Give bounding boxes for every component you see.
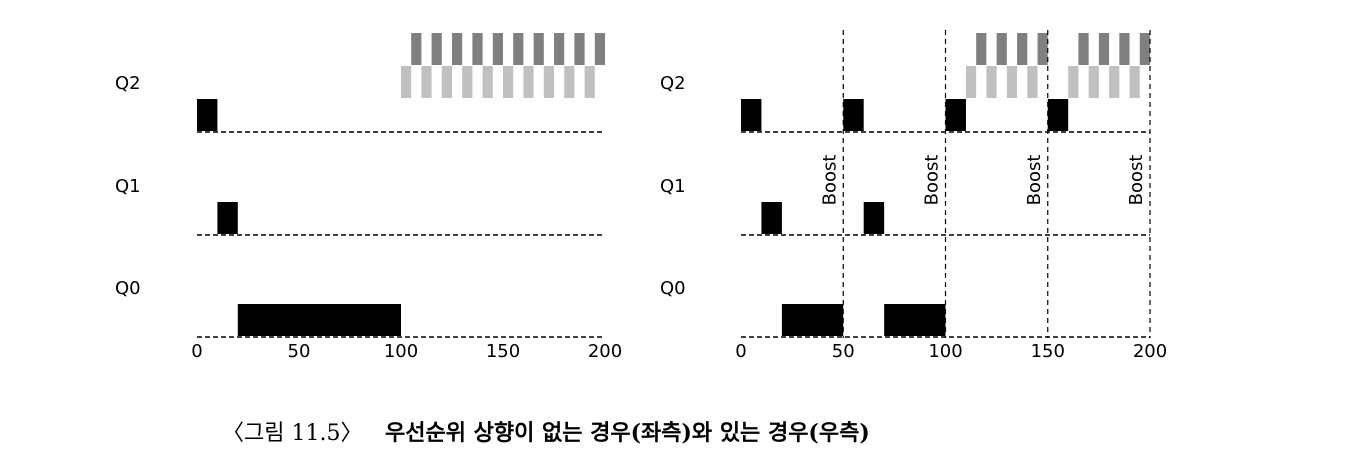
boost-label: Boost <box>819 155 840 206</box>
job-slice <box>741 99 762 131</box>
job-slice <box>1119 33 1130 65</box>
x-tick-label: 150 <box>1031 341 1065 362</box>
job-slice <box>411 33 422 65</box>
job-slice <box>217 202 238 234</box>
job-slice <box>1088 66 1099 98</box>
job-slice <box>564 66 575 98</box>
job-slice <box>472 33 483 65</box>
job-slice <box>584 66 595 98</box>
job-slice <box>863 202 885 234</box>
job-slice <box>401 66 412 98</box>
boost-label: Boost <box>1024 155 1045 206</box>
job-slice <box>781 304 844 336</box>
row-label: Q0 <box>660 278 686 299</box>
job-slice <box>1129 66 1140 98</box>
job-slice <box>1139 33 1150 65</box>
row-label: Q0 <box>115 278 141 299</box>
job-slice <box>1027 66 1038 98</box>
job-slice <box>523 66 534 98</box>
x-tick-label: 150 <box>486 341 520 362</box>
x-tick-label: 200 <box>1133 341 1167 362</box>
job-slice <box>976 33 987 65</box>
job-slice <box>1017 33 1028 65</box>
job-slice <box>441 66 452 98</box>
x-tick-label: 50 <box>832 341 855 362</box>
job-slice <box>574 33 585 65</box>
job-slice <box>843 99 864 131</box>
job-slice <box>482 66 493 98</box>
job-slice <box>452 33 463 65</box>
job-slice <box>237 304 401 336</box>
job-slice <box>543 66 554 98</box>
job-slice <box>1047 99 1069 131</box>
x-tick-label: 0 <box>735 341 746 362</box>
boost-label: Boost <box>922 155 943 206</box>
job-slice <box>945 99 966 131</box>
job-slice <box>1037 33 1048 65</box>
job-slice <box>1109 66 1120 98</box>
job-slice <box>986 66 997 98</box>
x-tick-label: 50 <box>288 341 311 362</box>
job-slice <box>1006 66 1018 98</box>
row-label: Q1 <box>660 176 686 197</box>
job-slice <box>1068 66 1079 98</box>
job-slice <box>421 66 432 98</box>
x-tick-label: 0 <box>191 341 202 362</box>
job-slice <box>462 66 473 98</box>
job-slice <box>503 66 514 98</box>
job-slice <box>431 33 442 65</box>
job-slice <box>554 33 565 65</box>
job-slice <box>1098 33 1110 65</box>
job-slice <box>761 202 782 234</box>
row-label: Q2 <box>660 73 686 94</box>
caption-text: 우선순위 상향이 없는 경우(좌측)와 있는 경우(우측) <box>385 420 870 446</box>
x-tick-label: 100 <box>928 341 962 362</box>
x-tick-label: 200 <box>588 341 622 362</box>
job-slice <box>533 33 544 65</box>
x-tick-label: 100 <box>384 341 418 362</box>
job-slice <box>594 33 605 65</box>
boost-label: Boost <box>1126 155 1147 206</box>
job-slice <box>197 99 218 131</box>
job-slice <box>1078 33 1089 65</box>
row-label: Q2 <box>115 73 141 94</box>
job-slice <box>492 33 503 65</box>
job-slice <box>884 304 946 336</box>
row-label: Q1 <box>115 176 141 197</box>
job-slice <box>996 33 1007 65</box>
caption-figure: 〈그림 11.5〉 <box>222 421 362 446</box>
job-slice <box>513 33 524 65</box>
job-slice <box>965 66 977 98</box>
